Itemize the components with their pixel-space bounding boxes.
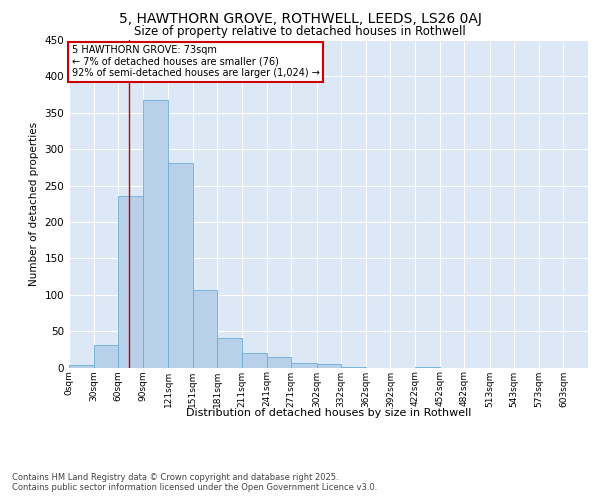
Text: Size of property relative to detached houses in Rothwell: Size of property relative to detached ho… — [134, 25, 466, 38]
Text: Distribution of detached houses by size in Rothwell: Distribution of detached houses by size … — [186, 408, 472, 418]
Text: Contains HM Land Registry data © Crown copyright and database right 2025.
Contai: Contains HM Land Registry data © Crown c… — [12, 472, 377, 492]
Bar — [143, 100, 168, 368]
Bar — [291, 363, 317, 368]
Bar — [341, 367, 366, 368]
Text: 5, HAWTHORN GROVE, ROTHWELL, LEEDS, LS26 0AJ: 5, HAWTHORN GROVE, ROTHWELL, LEEDS, LS26… — [119, 12, 481, 26]
Y-axis label: Number of detached properties: Number of detached properties — [29, 122, 39, 286]
Bar — [94, 345, 118, 368]
Bar — [217, 338, 242, 368]
Bar — [242, 353, 266, 368]
Bar — [118, 196, 143, 368]
Bar — [69, 366, 94, 368]
Bar — [193, 290, 217, 368]
Bar — [415, 367, 440, 368]
Bar — [317, 364, 341, 368]
Text: 5 HAWTHORN GROVE: 73sqm
← 7% of detached houses are smaller (76)
92% of semi-det: 5 HAWTHORN GROVE: 73sqm ← 7% of detached… — [71, 45, 319, 78]
Bar — [266, 358, 291, 368]
Bar — [168, 163, 193, 368]
